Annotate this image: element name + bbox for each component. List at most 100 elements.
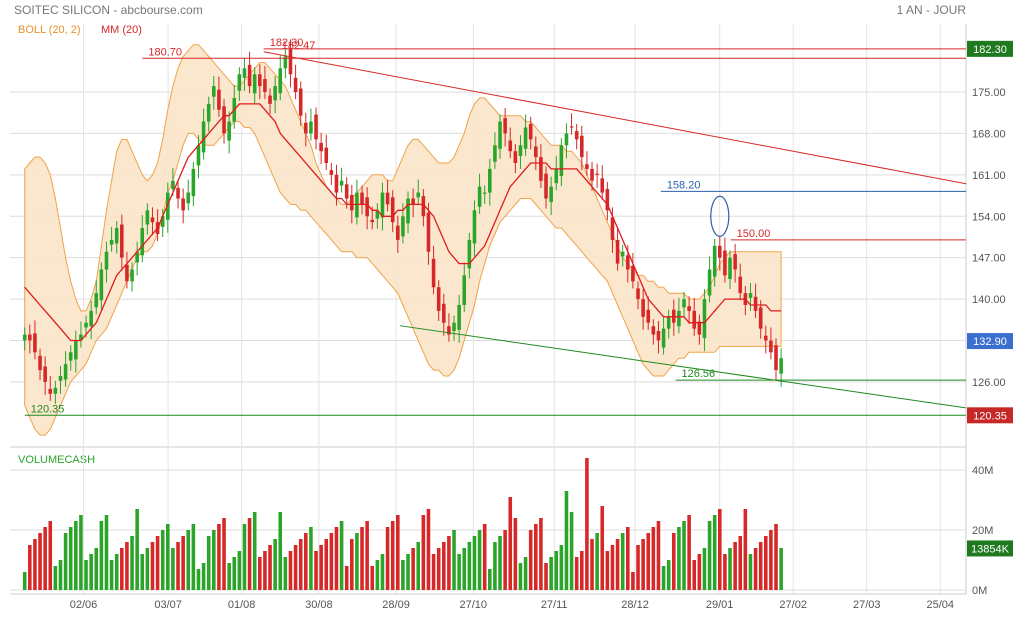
candle [304, 112, 308, 147]
candle [278, 55, 283, 101]
candle [324, 134, 329, 171]
volume-bar [416, 542, 421, 590]
candle [503, 108, 507, 147]
candle [488, 158, 492, 206]
candle [641, 289, 645, 330]
volume-bar [758, 542, 763, 590]
volume-bars [22, 458, 783, 590]
volume-bar [22, 572, 27, 590]
volume-bar [482, 524, 487, 590]
svg-text:13854K: 13854K [971, 543, 1010, 555]
candle [22, 327, 27, 351]
volume-bar [544, 563, 548, 590]
volume-bar [114, 554, 119, 590]
volume-bar [385, 527, 390, 590]
volume-bar [48, 521, 53, 590]
candle [508, 127, 513, 159]
candle [406, 191, 410, 234]
candle [104, 241, 109, 283]
x-tick-label: 30/08 [305, 599, 333, 611]
volume-tick-label: 20M [972, 525, 993, 537]
candle [385, 179, 390, 212]
volume-bar [196, 569, 201, 590]
candle [114, 220, 119, 254]
volume-bar [145, 548, 150, 590]
candle [140, 215, 145, 263]
volume-bar [764, 536, 768, 590]
volume-bar [718, 509, 722, 590]
candle [33, 320, 37, 360]
volume-bar [431, 554, 436, 590]
volume-bar [237, 551, 242, 590]
candle [145, 203, 150, 235]
volume-bar [692, 560, 697, 590]
candle [150, 207, 155, 236]
x-tick-label: 03/07 [154, 599, 182, 611]
svg-text:182.30: 182.30 [973, 44, 1007, 56]
candle [293, 64, 298, 100]
volume-bar [534, 524, 538, 590]
volume-bar [38, 533, 42, 590]
candle [94, 280, 99, 315]
volume-bar [406, 554, 410, 590]
candle [769, 327, 773, 360]
volume-bar [426, 509, 431, 590]
candle [605, 181, 610, 221]
volume-tag: 13854K [967, 540, 1013, 557]
candle [697, 314, 702, 345]
candle [539, 144, 543, 188]
volume-bar [508, 497, 513, 590]
volume-bar [477, 530, 482, 590]
candle [447, 313, 451, 342]
volume-bar [104, 515, 109, 590]
candle [166, 182, 170, 233]
volume-bar [569, 512, 574, 590]
volume-bar [319, 545, 323, 590]
candle [390, 190, 395, 233]
candle [222, 99, 226, 144]
candle [135, 241, 139, 276]
y-tick-label: 140.00 [972, 294, 1006, 306]
volume-bar [53, 566, 58, 590]
volume-bar [365, 521, 369, 590]
volume-bar [564, 491, 569, 590]
candle [120, 214, 124, 271]
candle [498, 114, 502, 159]
volume-bar [283, 557, 288, 590]
candle [442, 293, 446, 336]
price-tag: 182.30 [967, 40, 1013, 57]
volume-bar [324, 539, 329, 590]
candle [181, 188, 185, 224]
volume-bar [227, 563, 231, 590]
volume-bar [206, 536, 211, 590]
candle [58, 365, 63, 394]
volume-bar [84, 560, 88, 590]
volume-bar [421, 515, 426, 590]
candle [258, 64, 262, 100]
candle [365, 187, 369, 230]
volume-bar [712, 515, 717, 590]
legend-mm: MM (20) [101, 24, 142, 36]
candle [263, 66, 267, 100]
candle [559, 138, 564, 187]
volume-bar [360, 527, 364, 590]
volume-bar [493, 542, 497, 590]
volume-bar [738, 536, 743, 590]
volume-bar [212, 530, 216, 590]
candle [339, 167, 344, 193]
volume-bar [186, 530, 191, 590]
candle [534, 136, 538, 171]
candle [452, 315, 456, 342]
x-tick-label: 27/10 [460, 599, 488, 611]
candle [28, 324, 32, 354]
candle [48, 375, 53, 401]
volume-bar [370, 566, 375, 590]
volume-bar [375, 560, 380, 590]
candle [396, 215, 400, 253]
volume-bar [559, 545, 564, 590]
volume-bar [488, 569, 492, 590]
candle [758, 300, 763, 339]
volume-bar [334, 527, 339, 590]
volume-bar [232, 557, 237, 590]
candle [380, 182, 385, 231]
